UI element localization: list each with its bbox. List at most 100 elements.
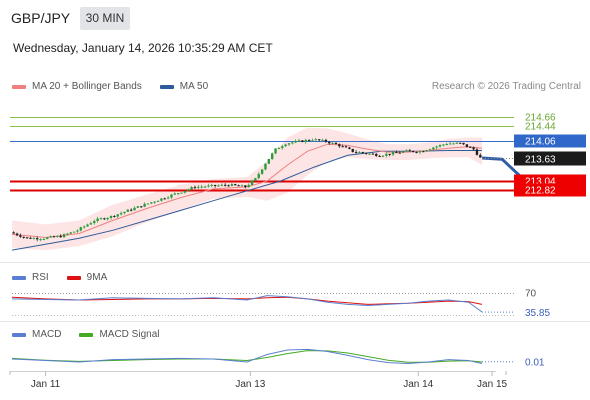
candle: [257, 172, 260, 180]
candle: [401, 150, 405, 154]
candle: [281, 144, 284, 150]
candle: [19, 233, 22, 239]
candle: [432, 146, 435, 151]
legend-swatch-ma50: [159, 84, 174, 89]
candle: [361, 151, 365, 154]
candle: [418, 150, 422, 155]
candle: [146, 203, 150, 205]
candle: [213, 184, 217, 188]
candle: [405, 149, 408, 152]
candle: [220, 183, 224, 187]
rsi-legend: RSI 9MA: [12, 272, 125, 283]
candle: [324, 138, 328, 143]
candle: [62, 233, 66, 238]
candle: [140, 206, 143, 208]
macd-signal-line: [11, 350, 483, 363]
candle: [32, 237, 36, 240]
legend-swatch-macd-signal: [79, 332, 94, 337]
candle: [311, 138, 314, 142]
candle: [22, 236, 25, 239]
candle: [52, 235, 56, 238]
candle: [96, 216, 99, 223]
candle: [301, 139, 304, 143]
candle: [99, 217, 103, 220]
candle: [56, 235, 59, 238]
candle: [425, 149, 428, 152]
legend-item-ma20: MA 20 + Bollinger Bands: [12, 81, 142, 92]
candle: [93, 219, 96, 225]
price-label-213.04: 213.04: [525, 177, 556, 188]
candle: [244, 185, 247, 189]
candle: [203, 185, 207, 189]
candle: [119, 211, 123, 216]
candle: [398, 151, 401, 154]
candle: [113, 215, 116, 218]
candle: [348, 146, 351, 150]
candle: [183, 190, 187, 194]
candle: [364, 152, 368, 155]
candle: [143, 202, 146, 208]
candle: [193, 185, 197, 190]
candle: [338, 143, 341, 149]
candle: [46, 236, 49, 240]
timeframe-button[interactable]: 30 MIN: [80, 7, 130, 30]
candle: [86, 223, 89, 227]
candle: [247, 183, 250, 188]
rsi-last-value: 35.85: [525, 308, 550, 319]
candle: [264, 162, 267, 171]
candle: [307, 139, 311, 142]
candle: [448, 141, 452, 145]
legend-label-rsi: RSI: [32, 272, 49, 283]
candle: [334, 142, 338, 145]
candle: [428, 148, 432, 151]
price-tag-bg-212.82: [514, 183, 586, 197]
candle: [291, 141, 294, 145]
candle: [297, 138, 301, 142]
candle: [240, 184, 244, 187]
candle: [254, 177, 257, 182]
legend-item-9ma: 9MA: [66, 272, 107, 283]
candle: [438, 144, 442, 148]
candle: [462, 142, 465, 146]
candle: [230, 182, 234, 187]
candle: [321, 138, 324, 141]
candle: [472, 146, 475, 151]
chart-datetime: Wednesday, January 14, 2026 10:35:29 AM …: [13, 41, 273, 55]
candle: [287, 142, 291, 146]
copyright-text: Research © 2026 Trading Central: [431, 81, 581, 92]
ma20-line: [11, 143, 483, 239]
candle: [267, 158, 271, 164]
candle: [408, 148, 412, 152]
price-legend: MA 20 + Bollinger Bands MA 50: [12, 81, 226, 92]
candle: [294, 139, 297, 144]
candle: [388, 153, 391, 157]
candle: [106, 217, 109, 221]
candle: [207, 183, 210, 188]
candle: [375, 152, 378, 157]
candle: [187, 188, 190, 192]
candle: [109, 215, 113, 220]
candle: [371, 152, 375, 155]
chart-header: GBP/JPY 30 MIN: [0, 0, 590, 36]
candle: [328, 141, 331, 145]
macd-line: [11, 348, 483, 365]
candle: [126, 209, 130, 212]
candle: [89, 221, 93, 225]
legend-label-ma50: MA 50: [179, 81, 209, 92]
price-label-214.06: 214.06: [525, 137, 556, 148]
price-tag-bg-last: [514, 151, 586, 166]
candle: [391, 150, 395, 157]
candle: [277, 147, 281, 150]
candle: [381, 155, 385, 158]
legend-item-macd-signal: MACD Signal: [79, 329, 159, 340]
candle: [173, 192, 177, 196]
price-label-214.44: 214.44: [525, 122, 556, 133]
candle: [156, 200, 160, 202]
candle: [465, 144, 469, 148]
candle: [435, 145, 438, 150]
candle: [49, 235, 52, 238]
candle: [82, 225, 86, 229]
candle: [217, 184, 220, 187]
price-tag-bg-214.06: [514, 134, 586, 148]
